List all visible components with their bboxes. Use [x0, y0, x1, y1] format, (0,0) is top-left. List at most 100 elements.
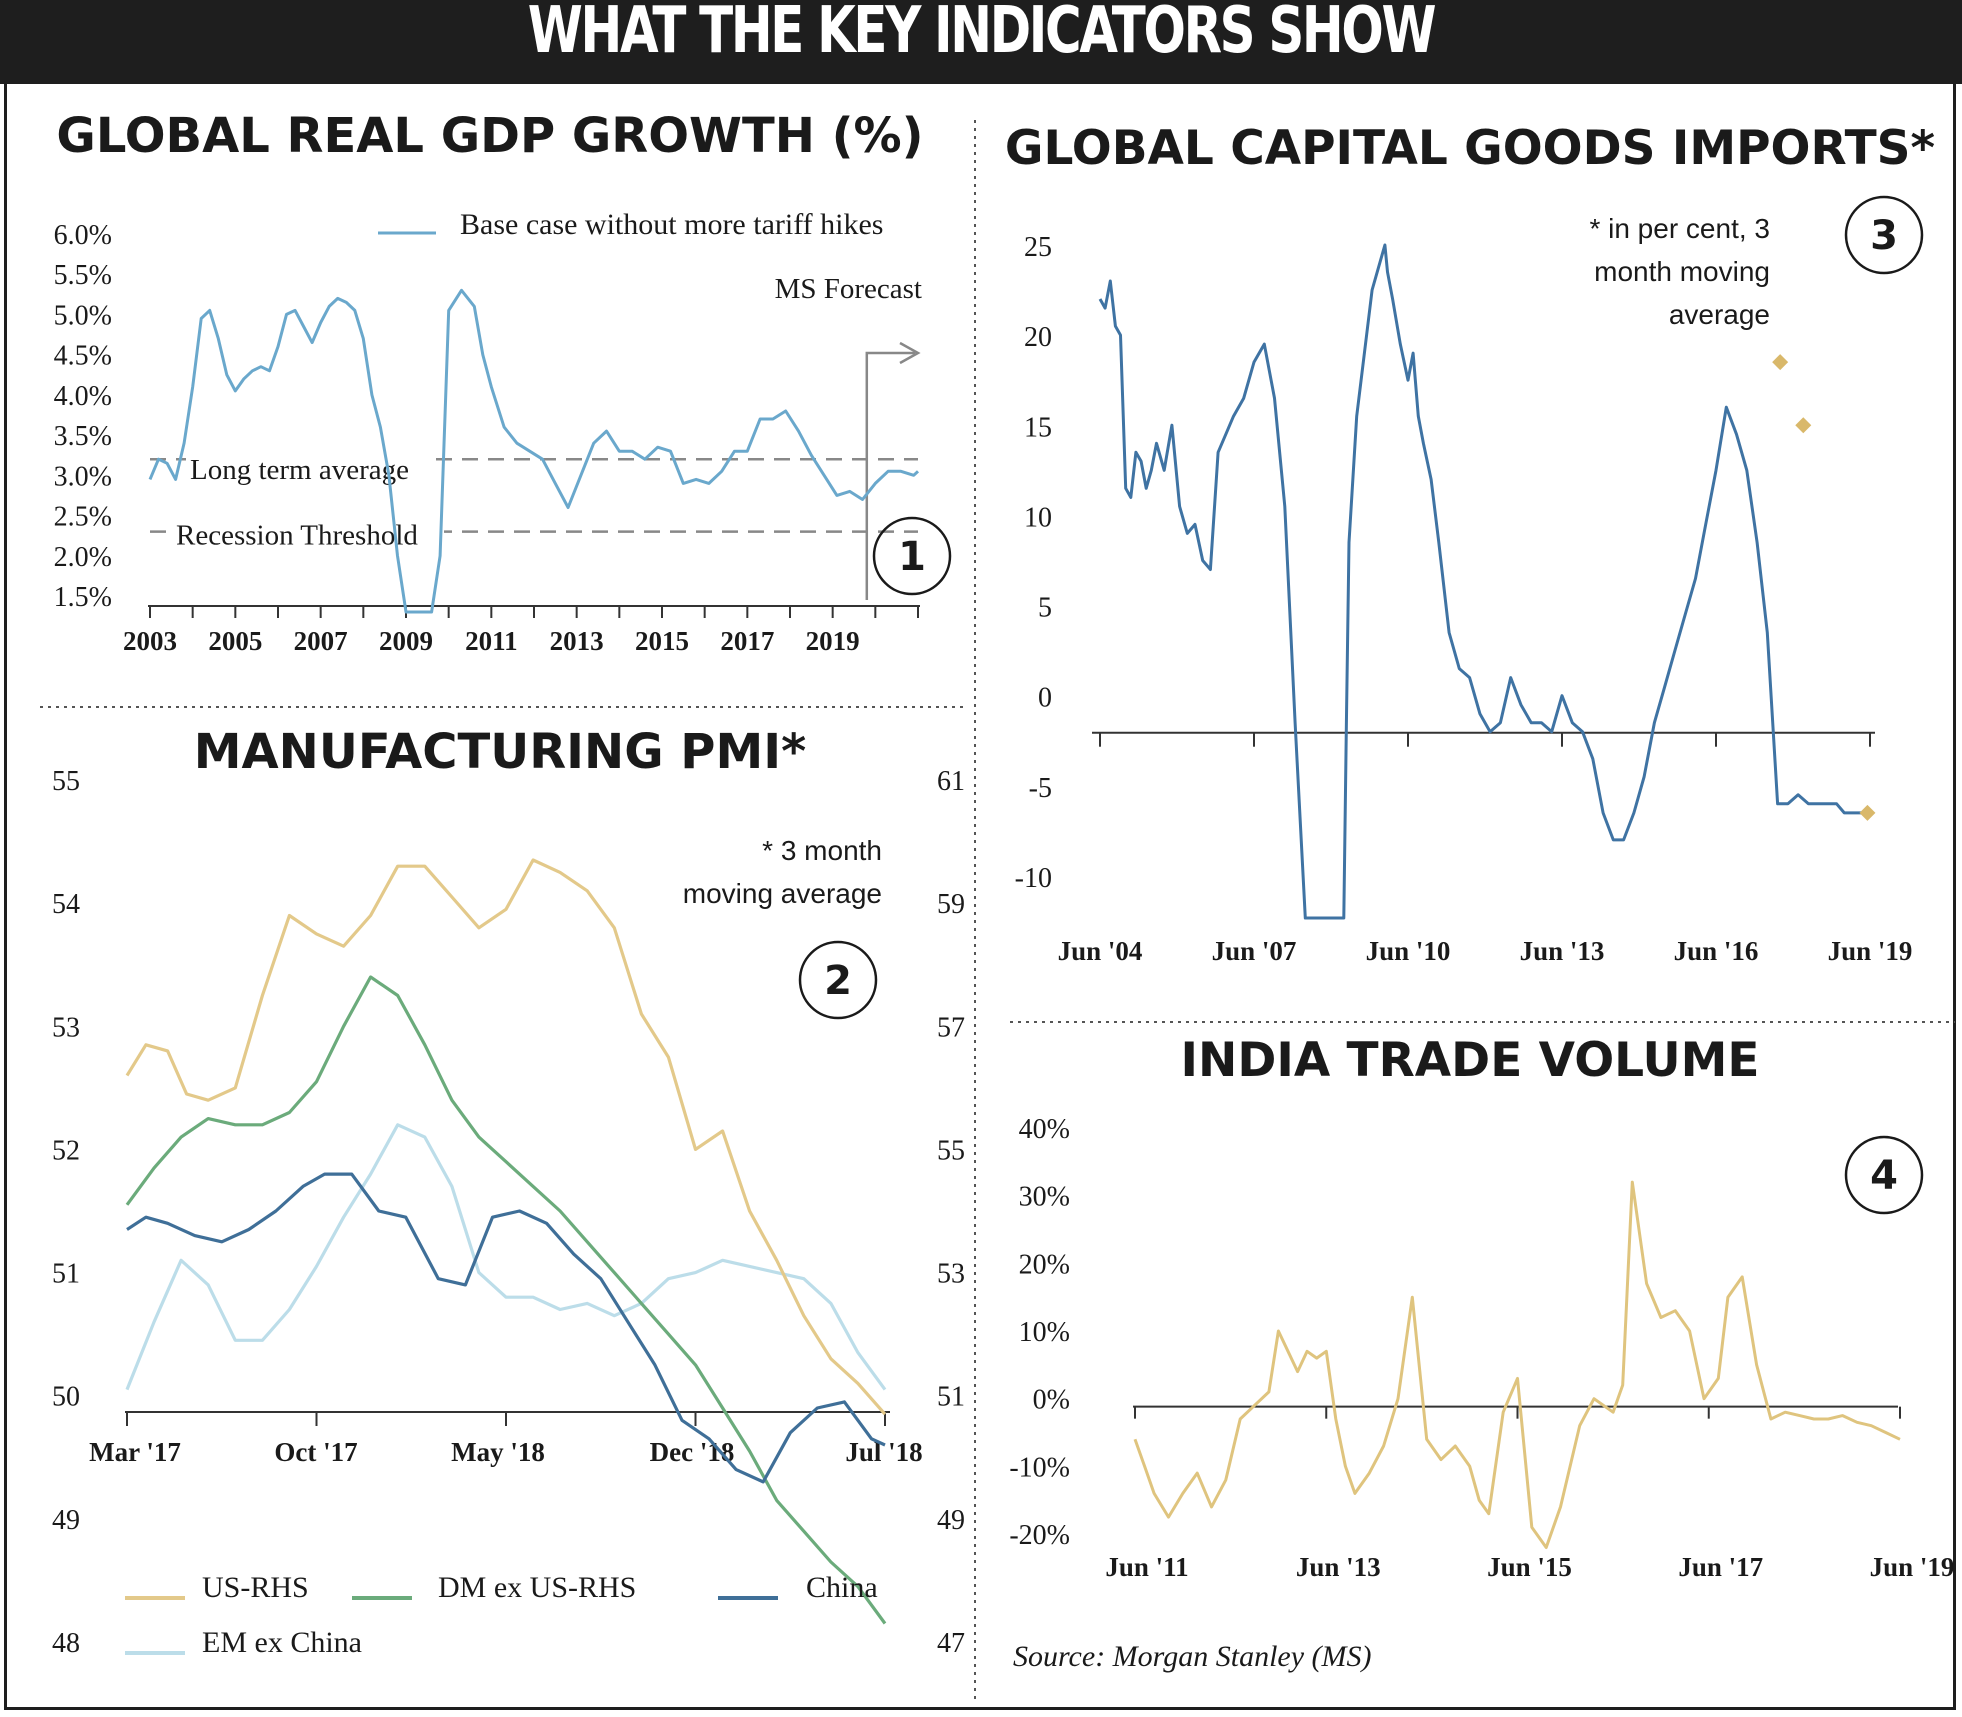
gdp-y-tick-label: 2.0%	[54, 542, 112, 573]
gdp-x-tick-label: 2013	[550, 626, 604, 656]
gdp-forecast-bracket	[865, 341, 921, 600]
gdp-long-term-average-label: Long term average	[190, 454, 409, 486]
gdp-y-axis: 6.0% 5.5% 5.0% 4.5% 4.0% 3.5% 3.0% 2.5% 2.0% 1.5%	[54, 220, 112, 613]
gdp-x-tick-label: 2019	[806, 626, 860, 656]
pmi-legend: US-RHS DM ex US-RHS China EM ex China	[125, 1571, 878, 1659]
gdp-y-tick-label: 5.5%	[54, 260, 112, 291]
india-x-tick-label: Jun '11	[1105, 1552, 1188, 1582]
capgoods-y-tick-label: 20	[1024, 322, 1052, 353]
pmi-line-china	[126, 1172, 886, 1484]
pmi-x-tick-label: Oct '17	[274, 1437, 357, 1467]
capgoods-badge-circle	[1844, 195, 1924, 275]
pmi-y-left-tick-label: 55	[52, 766, 80, 797]
gdp-y-tick-label: 3.5%	[54, 421, 112, 452]
gdp-y-tick-label: 1.5%	[54, 582, 112, 613]
capgoods-highlight-marker	[1772, 354, 1789, 371]
page-header: WHAT THE KEY INDICATORS SHOW	[0, 0, 1962, 84]
pmi-y-axis-left: 55 54 53 52 51 50 49 48	[52, 766, 80, 1659]
gdp-badge-circle	[872, 516, 952, 596]
pmi-x-tick-label: Mar '17	[89, 1437, 181, 1467]
india-series	[1133, 1180, 1901, 1549]
india-line	[1133, 1180, 1901, 1549]
pmi-y-right-tick-label: 55	[937, 1135, 965, 1166]
gdp-y-tick-label: 5.0%	[54, 300, 112, 331]
gdp-title: GLOBAL REAL GDP GROWTH (%)	[56, 108, 923, 164]
india-x-tick-label: Jun '15	[1487, 1552, 1572, 1582]
pmi-title: MANUFACTURING PMI*	[194, 724, 806, 780]
pmi-x-tick-label: May '18	[451, 1437, 545, 1467]
capgoods-note-line-3: average	[1669, 299, 1770, 330]
pmi-y-right-tick-label: 47	[937, 1628, 965, 1659]
gdp-panel: GLOBAL REAL GDP GROWTH (%) Base case wit…	[54, 108, 952, 656]
pmi-y-left-tick-label: 52	[52, 1135, 80, 1166]
india-y-tick-label: 20%	[1019, 1249, 1070, 1280]
india-x-tick-label: Jun '17	[1678, 1552, 1763, 1582]
legend-label-em-ex-china: EM ex China	[202, 1626, 362, 1659]
pmi-y-right-tick-label: 57	[937, 1012, 965, 1043]
india-y-tick-label: 10%	[1019, 1317, 1070, 1348]
pmi-y-right-tick-label: 61	[937, 766, 965, 797]
gdp-forecast-arrowhead	[899, 341, 921, 365]
pmi-line-us-rhs	[125, 858, 887, 1416]
india-y-tick-label: -20%	[1009, 1520, 1070, 1551]
gdp-x-tick-label: 2011	[465, 626, 518, 656]
capgoods-x-tick-label: Jun '10	[1366, 936, 1451, 966]
gdp-badge-number: 1	[898, 534, 926, 580]
capgoods-highlight-marker	[1859, 804, 1876, 821]
capgoods-highlight-marker	[1795, 417, 1812, 434]
gdp-reference-lines: Long term average Recession Threshold	[150, 453, 918, 552]
gdp-y-tick-label: 2.5%	[54, 502, 112, 533]
capgoods-line	[1098, 243, 1870, 920]
pmi-line-em-ex-china	[125, 1123, 887, 1391]
gdp-y-tick-label: 3.0%	[54, 461, 112, 492]
gdp-y-tick-label: 4.5%	[54, 341, 112, 372]
pmi-y-right-tick-label: 49	[937, 1505, 965, 1536]
pmi-y-left-tick-label: 50	[52, 1382, 80, 1413]
gdp-x-tick-label: 2009	[379, 626, 433, 656]
capgoods-badge-number: 3	[1870, 213, 1898, 259]
gdp-x-tick-label: 2003	[123, 626, 177, 656]
gdp-recession-threshold-label: Recession Threshold	[176, 520, 418, 552]
pmi-series	[125, 858, 887, 1625]
gdp-legend-label: Base case without more tariff hikes	[460, 208, 884, 241]
pmi-badge-number: 2	[824, 958, 852, 1004]
capgoods-x-tick-label: Jun '07	[1212, 936, 1297, 966]
pmi-note-line-2: moving average	[683, 878, 882, 909]
capgoods-x-tick-label: Jun '04	[1058, 936, 1143, 966]
capgoods-y-tick-label: 25	[1024, 232, 1052, 263]
gdp-x-tick-label: 2007	[294, 626, 348, 656]
legend-label-dm-ex-us-rhs: DM ex US-RHS	[438, 1571, 636, 1604]
gdp-x-tick-label: 2017	[720, 626, 774, 656]
gdp-x-tick-label: 2015	[635, 626, 689, 656]
capgoods-y-tick-label: -10	[1015, 863, 1052, 894]
gdp-forecast-marker	[865, 351, 915, 600]
india-badge-circle	[1844, 1135, 1924, 1215]
gdp-forecast-label: MS Forecast	[775, 273, 922, 305]
pmi-y-left-tick-label: 49	[52, 1505, 80, 1536]
india-x-tick-label: Jun '19	[1870, 1552, 1955, 1582]
gdp-line	[148, 288, 920, 614]
capgoods-y-tick-label: -5	[1029, 773, 1052, 804]
india-x-tick-label: Jun '13	[1296, 1552, 1381, 1582]
pmi-badge-circle	[798, 940, 878, 1020]
pmi-panel: MANUFACTURING PMI* * 3 month moving aver…	[52, 724, 965, 1659]
pmi-y-axis-right: 61 59 57 55 53 51 49 47	[937, 766, 965, 1659]
india-y-tick-label: 40%	[1019, 1114, 1070, 1145]
gdp-y-tick-label: 4.0%	[54, 381, 112, 412]
pmi-y-right-tick-label: 53	[937, 1259, 965, 1290]
capgoods-series	[1098, 243, 1876, 920]
pmi-y-left-tick-label: 54	[52, 889, 80, 920]
capgoods-x-axis: Jun '04 Jun '07 Jun '10 Jun '13 Jun '16 Jun '…	[1058, 731, 1912, 966]
pmi-y-right-tick-label: 59	[937, 889, 965, 920]
gdp-ref-label-bg	[172, 515, 444, 550]
pmi-y-left-tick-label: 48	[52, 1628, 80, 1659]
source-note: Source: Morgan Stanley (MS)	[1013, 1640, 1372, 1673]
pmi-x-tick-label: Jul '18	[845, 1437, 922, 1467]
capgoods-y-tick-label: 0	[1038, 683, 1052, 714]
gdp-series	[148, 288, 920, 614]
india-y-tick-label: 30%	[1019, 1182, 1070, 1213]
india-y-axis: 40% 30% 20% 10% 0% -10% -20%	[1009, 1114, 1070, 1551]
capgoods-title: GLOBAL CAPITAL GOODS IMPORTS*	[1005, 121, 1935, 176]
page-frame	[4, 84, 1956, 1710]
